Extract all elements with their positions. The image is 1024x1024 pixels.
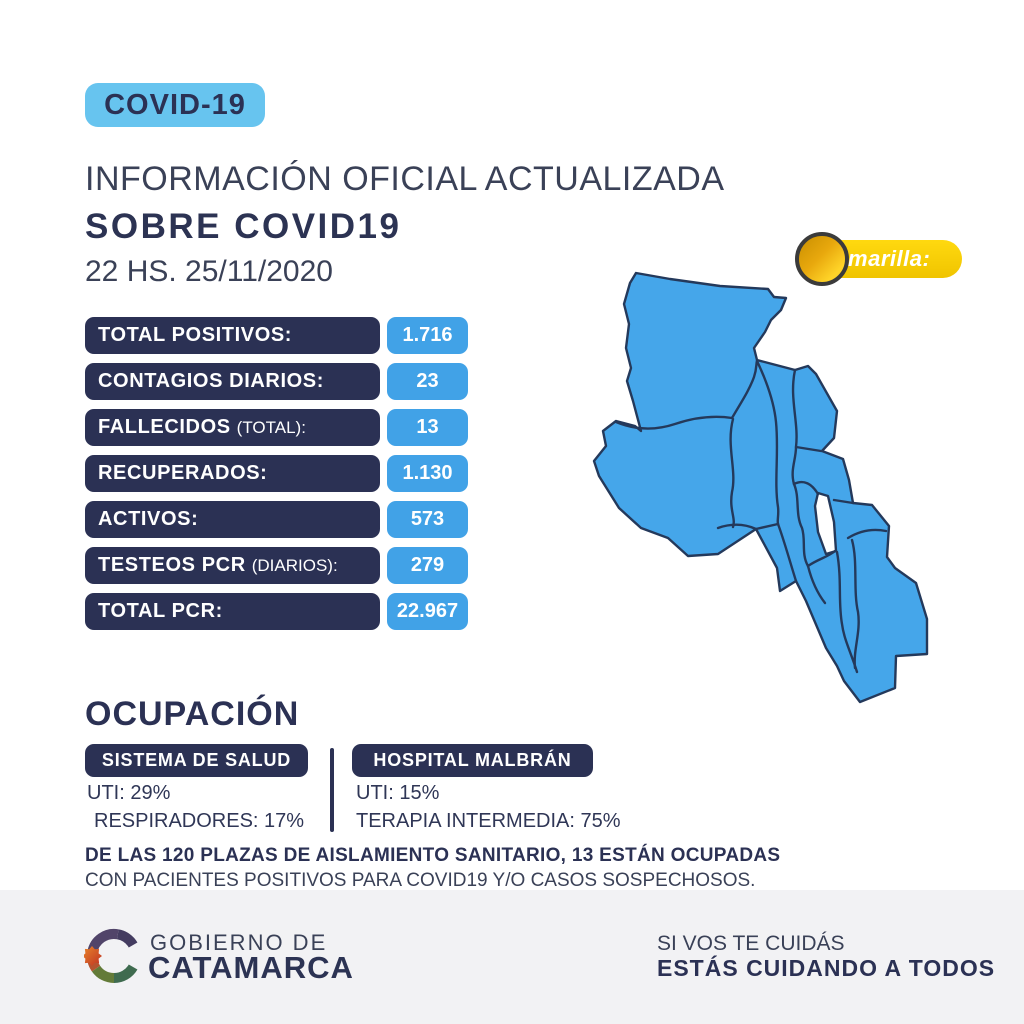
stat-label-pill: TOTAL PCR: [85,593,380,630]
stat-label-text: FALLECIDOS [98,416,231,438]
stat-label-text: ACTIVOS: [98,508,199,530]
footer-slogan-line1: SI VOS TE CUIDÁS [657,932,845,955]
stat-value-pill: 1.716 [387,317,468,354]
hospital-malbran-pill: HOSPITAL MALBRÁN [352,744,593,777]
logo-gobierno-de: GOBIERNO DE [150,930,328,955]
occupancy-heading: OCUPACIÓN [85,695,300,733]
main-title: INFORMACIÓN OFICIAL ACTUALIZADA [85,160,725,198]
stat-label-pill: TESTEOS PCR (DIARIOS): [85,547,380,584]
sistema-de-salud-pill: SISTEMA DE SALUD [85,744,308,777]
catamarca-c-logo-icon [82,924,146,993]
stat-label-text: RECUPERADOS: [98,462,268,484]
stat-label-text: TESTEOS PCR [98,554,246,576]
covid19-badge: COVID-19 [85,83,265,127]
stat-label-text: CONTAGIOS DIARIOS: [98,370,324,392]
stat-value-pill: 1.130 [387,455,468,492]
isolation-note-regular: CON PACIENTES POSITIVOS PARA COVID19 Y/O… [85,870,756,891]
stat-label-text: TOTAL POSITIVOS: [98,324,293,346]
yellow-sphere-icon [795,232,849,286]
malbran-terapia-value: TERAPIA INTERMEDIA: 75% [356,810,621,832]
stat-label-note: (TOTAL): [236,417,306,437]
stat-label-pill: ACTIVOS: [85,501,380,538]
stat-label-pill: FALLECIDOS (TOTAL): [85,409,380,446]
sistema-respiradores-value: RESPIRADORES: 17% [94,810,305,832]
stat-value-pill: 573 [387,501,468,538]
stat-label-text: TOTAL PCR: [98,600,223,622]
stat-label-pill: TOTAL POSITIVOS: [85,317,380,354]
catamarca-province-map [590,270,946,716]
main-title-bold: SOBRE COVID19 [85,207,402,246]
footer-slogan-line2: ESTÁS CUIDANDO A TODOS [657,955,996,981]
isolation-note-bold: DE LAS 120 PLAZAS DE AISLAMIENTO SANITAR… [85,845,781,866]
stat-value-pill: 22.967 [387,593,468,630]
stat-value-pill: 23 [387,363,468,400]
report-datetime: 22 HS. 25/11/2020 [85,255,333,288]
malbran-uti-value: UTI: 15% [356,782,440,804]
logo-catamarca: CATAMARCA [148,950,354,985]
stat-value-pill: 13 [387,409,468,446]
stat-value-pill: 279 [387,547,468,584]
footer-bar: GOBIERNO DE CATAMARCA SI VOS TE CUIDÁS E… [0,890,1024,1024]
stat-label-pill: CONTAGIOS DIARIOS: [85,363,380,400]
occupancy-divider [330,748,334,832]
sistema-uti-value: UTI: 29% [87,782,171,804]
catamarca-map-svg [592,271,929,704]
stat-label-pill: RECUPERADOS: [85,455,380,492]
stat-label-note: (DIARIOS): [251,555,338,575]
